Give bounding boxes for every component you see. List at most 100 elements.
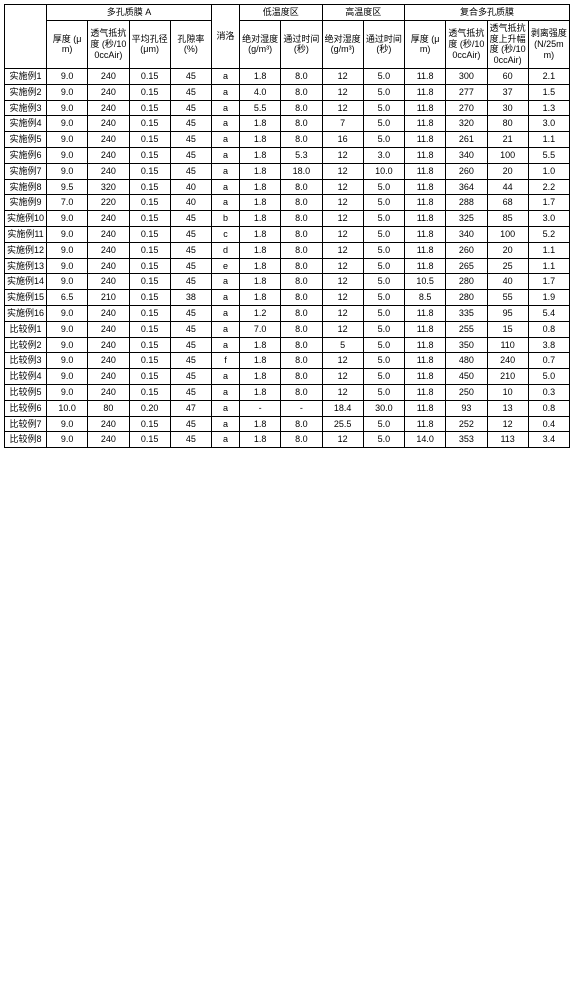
cell-c8: 12: [322, 179, 363, 195]
col-high-hum: 绝对湿度 (g/m³): [322, 20, 363, 68]
cell-c4: 45: [170, 211, 211, 227]
cell-c9: 5.0: [363, 290, 404, 306]
row-label: 实施例5: [5, 132, 47, 148]
cell-c3: 0.15: [129, 211, 170, 227]
cell-c10: 10.5: [405, 274, 446, 290]
cell-c13: 5.0: [528, 369, 569, 385]
cell-c10: 11.8: [405, 116, 446, 132]
table-row: 实施例156.52100.1538a1.88.0125.08.5280551.9: [5, 290, 570, 306]
sub-header-row: 厚度 (μm) 透气抵抗度 (秒/100ccAir) 平均孔径 (μm) 孔隙率…: [5, 20, 570, 68]
table-row: 实施例49.02400.1545a1.88.075.011.8320803.0: [5, 116, 570, 132]
cell-c2: 80: [88, 400, 129, 416]
cell-c13: 0.3: [528, 384, 569, 400]
cell-c3: 0.15: [129, 305, 170, 321]
col-air-rise: 透气抵抗度上升幅度 (秒/100ccAir): [487, 20, 528, 68]
cell-c1: 9.0: [47, 305, 88, 321]
cell-c2: 220: [88, 195, 129, 211]
col-pore: 平均孔径 (μm): [129, 20, 170, 68]
cell-c11: 320: [446, 116, 487, 132]
row-label: 比较例2: [5, 337, 47, 353]
cell-c9: 5.0: [363, 226, 404, 242]
cell-c5: a: [212, 337, 240, 353]
cell-c11: 260: [446, 242, 487, 258]
cell-c13: 2.2: [528, 179, 569, 195]
table-row: 实施例149.02400.1545a1.88.0125.010.5280401.…: [5, 274, 570, 290]
cell-c1: 9.0: [47, 100, 88, 116]
cell-c8: 25.5: [322, 416, 363, 432]
cell-c13: 1.0: [528, 163, 569, 179]
cell-c6: 1.8: [240, 290, 281, 306]
cell-c7: 8.0: [281, 68, 322, 84]
cell-c11: 480: [446, 353, 487, 369]
col-low-hum: 绝对湿度 (g/m³): [240, 20, 281, 68]
cell-c7: 8.0: [281, 132, 322, 148]
cell-c6: 1.8: [240, 68, 281, 84]
cell-c12: 240: [487, 353, 528, 369]
cell-c2: 240: [88, 416, 129, 432]
cell-c6: 1.8: [240, 384, 281, 400]
cell-c4: 45: [170, 132, 211, 148]
row-label: 比较例7: [5, 416, 47, 432]
cell-c3: 0.15: [129, 179, 170, 195]
cell-c12: 100: [487, 226, 528, 242]
cell-c12: 15: [487, 321, 528, 337]
cell-c2: 240: [88, 274, 129, 290]
cell-c13: 1.7: [528, 274, 569, 290]
cell-c2: 210: [88, 290, 129, 306]
row-label: 实施例9: [5, 195, 47, 211]
cell-c3: 0.15: [129, 68, 170, 84]
cell-c7: 8.0: [281, 321, 322, 337]
cell-c11: 350: [446, 337, 487, 353]
cell-c13: 0.8: [528, 400, 569, 416]
cell-c2: 240: [88, 100, 129, 116]
row-label: 实施例8: [5, 179, 47, 195]
cell-c4: 45: [170, 100, 211, 116]
cell-c3: 0.15: [129, 353, 170, 369]
cell-c8: 12: [322, 211, 363, 227]
cell-c2: 240: [88, 147, 129, 163]
cell-c8: 12: [322, 84, 363, 100]
group-header-porous-a: 多孔质膜 A: [47, 5, 212, 21]
cell-c7: 8.0: [281, 84, 322, 100]
cell-c10: 11.8: [405, 321, 446, 337]
cell-c4: 45: [170, 258, 211, 274]
table-row: 比较例610.0800.2047a--18.430.011.893130.8: [5, 400, 570, 416]
cell-c8: 12: [322, 242, 363, 258]
cell-c11: 353: [446, 432, 487, 448]
cell-c13: 3.4: [528, 432, 569, 448]
table-row: 实施例109.02400.1545b1.88.0125.011.8325853.…: [5, 211, 570, 227]
cell-c11: 340: [446, 147, 487, 163]
row-label: 比较例8: [5, 432, 47, 448]
cell-c4: 45: [170, 321, 211, 337]
cell-c3: 0.15: [129, 369, 170, 385]
cell-c7: 8.0: [281, 337, 322, 353]
cell-c4: 45: [170, 305, 211, 321]
cell-c1: 9.0: [47, 242, 88, 258]
cell-c10: 14.0: [405, 432, 446, 448]
cell-c12: 37: [487, 84, 528, 100]
table-row: 实施例19.02400.1545a1.88.0125.011.8300602.1: [5, 68, 570, 84]
cell-c10: 11.8: [405, 369, 446, 385]
cell-c11: 252: [446, 416, 487, 432]
cell-c10: 11.8: [405, 100, 446, 116]
cell-c9: 3.0: [363, 147, 404, 163]
cell-c1: 9.0: [47, 211, 88, 227]
cell-c11: 270: [446, 100, 487, 116]
cell-c5: b: [212, 211, 240, 227]
cell-c7: 8.0: [281, 226, 322, 242]
cell-c7: 8.0: [281, 290, 322, 306]
row-label: 实施例16: [5, 305, 47, 321]
cell-c7: 8.0: [281, 353, 322, 369]
cell-c7: 8.0: [281, 258, 322, 274]
cell-c4: 45: [170, 369, 211, 385]
cell-c6: 1.8: [240, 195, 281, 211]
cell-c4: 45: [170, 353, 211, 369]
row-label: 实施例14: [5, 274, 47, 290]
cell-c13: 1.5: [528, 84, 569, 100]
cell-c2: 320: [88, 179, 129, 195]
cell-c4: 45: [170, 163, 211, 179]
cell-c2: 240: [88, 211, 129, 227]
cell-c6: 7.0: [240, 321, 281, 337]
cell-c5: a: [212, 116, 240, 132]
group-header-composite: 复合多孔质膜: [405, 5, 570, 21]
